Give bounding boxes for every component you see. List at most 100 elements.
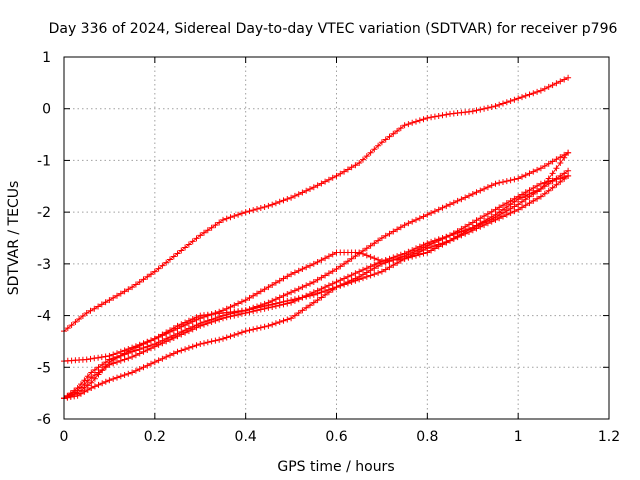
data-point-plus <box>265 202 272 209</box>
data-point-plus <box>454 197 461 204</box>
data-point-plus <box>276 302 283 309</box>
data-point-plus <box>545 83 552 90</box>
data-point-plus <box>360 275 366 282</box>
series-line <box>63 152 569 399</box>
x-tick-label: 0.4 <box>235 429 257 445</box>
data-point-plus <box>129 284 136 291</box>
data-point-plus <box>227 333 234 340</box>
data-point-plus <box>117 290 124 297</box>
data-point-plus <box>473 107 480 114</box>
data-point-plus <box>458 228 465 235</box>
data-point-plus <box>526 187 533 194</box>
data-point-plus <box>541 85 548 92</box>
data-point-plus <box>148 337 154 344</box>
data-point-plus <box>125 370 132 377</box>
data-point-plus <box>537 87 544 94</box>
data-point-plus <box>144 362 151 369</box>
data-point-plus <box>409 218 416 225</box>
series-1 <box>61 74 572 335</box>
data-point-plus <box>140 348 147 355</box>
data-point-plus <box>413 250 419 257</box>
data-point-plus <box>246 208 253 215</box>
data-point-plus <box>155 265 162 272</box>
data-point-plus <box>431 208 438 215</box>
data-point-plus <box>284 316 291 323</box>
data-point-plus <box>204 227 211 234</box>
data-point-plus <box>132 344 139 351</box>
data-point-plus <box>208 338 215 345</box>
data-point-plus <box>363 265 370 272</box>
data-point-plus <box>496 179 503 186</box>
data-point-plus <box>390 130 397 137</box>
data-point-plus <box>507 98 514 104</box>
data-point-plus <box>553 80 560 87</box>
data-point-plus <box>507 197 514 204</box>
data-point-plus <box>227 214 234 221</box>
data-point-plus <box>360 247 366 254</box>
data-point-plus <box>178 347 185 354</box>
data-point-plus <box>382 266 389 273</box>
chart-title: Day 336 of 2024, Sidereal Day-to-day VTE… <box>49 21 618 37</box>
data-point-plus <box>91 305 98 312</box>
data-point-plus <box>291 297 298 304</box>
data-point-plus <box>155 357 162 364</box>
data-point-plus <box>197 341 204 347</box>
y-tick-label: -3 <box>37 257 51 273</box>
data-point-plus <box>424 240 431 247</box>
data-point-plus <box>329 280 336 287</box>
data-point-plus <box>500 210 506 216</box>
data-point-plus <box>545 160 552 167</box>
data-point-plus <box>307 291 313 297</box>
data-point-plus <box>500 202 506 209</box>
data-point-plus <box>325 253 332 260</box>
series-6 <box>61 149 572 402</box>
data-point-plus <box>125 286 132 293</box>
data-point-plus <box>295 191 302 198</box>
data-point-plus <box>78 390 84 397</box>
data-point-plus <box>333 266 340 272</box>
data-point-plus <box>557 78 564 85</box>
data-point-plus <box>238 210 245 217</box>
data-point-plus <box>386 230 393 237</box>
data-point-plus <box>413 216 419 223</box>
data-point-plus <box>325 270 332 277</box>
data-point-plus <box>276 319 283 325</box>
data-point-plus <box>148 360 154 367</box>
data-point-plus <box>537 185 544 192</box>
y-tick-label: -5 <box>37 360 51 376</box>
x-tick-label: 0 <box>60 429 69 445</box>
data-point-plus <box>386 264 393 271</box>
data-point-plus <box>303 292 310 299</box>
data-point-plus <box>541 163 548 169</box>
data-point-plus <box>549 177 556 184</box>
data-point-plus <box>223 215 230 222</box>
series-line <box>63 152 569 399</box>
data-point-plus <box>159 262 166 269</box>
data-point-plus <box>310 289 317 296</box>
data-point-plus <box>443 238 450 245</box>
data-point-plus <box>265 322 272 329</box>
data-point-plus <box>443 111 450 118</box>
data-point-plus <box>182 329 189 336</box>
data-point-plus <box>356 268 363 275</box>
data-point-plus <box>337 277 344 284</box>
data-point-plus <box>84 377 91 384</box>
data-point-plus <box>507 177 514 184</box>
data-point-plus <box>348 164 355 171</box>
data-point-plus <box>220 335 226 342</box>
data-point-plus <box>530 90 537 97</box>
data-point-plus <box>565 74 572 81</box>
data-point-plus <box>431 242 438 249</box>
series-line <box>63 175 569 399</box>
data-point-plus <box>257 306 264 313</box>
data-point-plus <box>344 273 351 280</box>
data-point-plus <box>519 191 525 198</box>
data-point-plus <box>303 304 310 311</box>
data-point-plus <box>193 342 200 349</box>
data-point-plus <box>99 366 106 373</box>
data-point-plus <box>488 104 495 110</box>
data-point-plus <box>288 315 295 322</box>
data-point-plus <box>466 192 472 199</box>
data-point-plus <box>242 209 249 216</box>
data-point-plus <box>261 204 268 210</box>
